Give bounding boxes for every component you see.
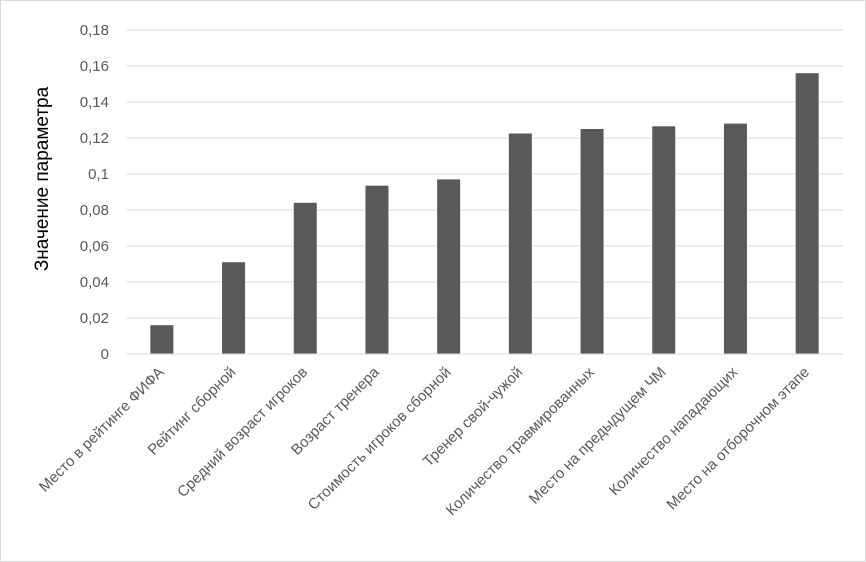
y-tick-label: 0,14 <box>80 94 109 111</box>
bar <box>580 129 604 354</box>
y-tick-label: 0,12 <box>80 130 109 147</box>
y-tick-label: 0,18 <box>80 22 109 39</box>
x-category-label: Стоимость игроков сборной <box>305 364 455 514</box>
y-tick-label: 0,06 <box>80 238 109 255</box>
y-axis-tick-labels: 0 0,02 0,04 0,06 0,08 0,1 0,12 0,14 0,16 0,18 <box>80 22 109 363</box>
x-category-label: Количество нападающих <box>606 363 742 499</box>
x-category-label: Место на предыдущем ЧМ <box>526 364 670 508</box>
bar <box>437 179 461 354</box>
gridlines <box>126 29 843 319</box>
bar <box>723 123 747 354</box>
bar <box>293 202 317 354</box>
y-tick-label: 0,16 <box>80 58 109 75</box>
y-tick-label: 0,04 <box>80 274 109 291</box>
x-category-label: Место на отборочном этапе <box>663 364 813 514</box>
bars <box>150 73 819 354</box>
y-axis-title: Значение параметра <box>32 86 53 271</box>
y-tick-label: 0,08 <box>80 202 109 219</box>
bar <box>508 133 532 354</box>
x-category-label: Место в рейтинге ФИФА <box>36 364 168 496</box>
y-tick-label: 0 <box>101 346 109 363</box>
x-category-label: Количество травмированных <box>443 363 599 519</box>
bar <box>150 325 174 354</box>
bar <box>795 73 819 354</box>
y-tick-label: 0,02 <box>80 310 109 327</box>
bar <box>365 185 389 354</box>
bar <box>222 262 246 354</box>
y-tick-label: 0,1 <box>88 166 109 183</box>
bar <box>652 126 676 354</box>
x-category-label: Средний возраст игроков <box>174 364 311 501</box>
